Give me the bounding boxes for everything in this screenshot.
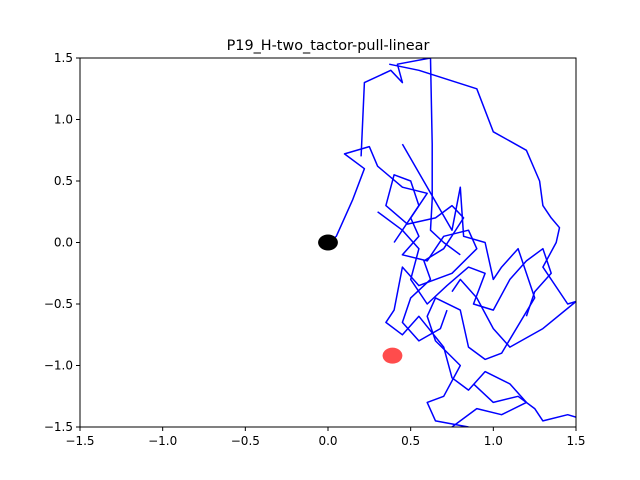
y-tick-label: 1.5: [54, 51, 73, 65]
x-tick-label: 0.0: [318, 434, 337, 448]
x-tick-label: −1.0: [148, 434, 177, 448]
x-tick-label: 1.0: [484, 434, 503, 448]
y-axis: 1.5 1.0 0.5 0.0 −0.5 −1.0 −1.5: [44, 51, 80, 434]
y-tick-label: −1.5: [44, 420, 73, 434]
x-tick-label: 0.5: [401, 434, 420, 448]
y-tick-label: 0.0: [54, 236, 73, 250]
target-marker: [382, 347, 403, 364]
chart-title: P19_H-two_tactor-pull-linear: [227, 38, 430, 54]
trajectory-line-3: [389, 63, 576, 348]
y-tick-label: 0.5: [54, 174, 73, 188]
y-tick-label: −0.5: [44, 297, 73, 311]
trajectory-line-6: [385, 174, 465, 342]
trajectory-line-5: [377, 211, 552, 317]
trajectory-line-4: [401, 143, 536, 427]
trajectory-line-1: [327, 145, 528, 427]
start-marker: [318, 234, 338, 251]
y-tick-label: 1.0: [54, 113, 73, 127]
x-tick-label: 1.5: [566, 434, 585, 448]
x-tick-label: −1.5: [65, 434, 94, 448]
y-tick-label: −1.0: [44, 359, 73, 373]
x-tick-label: −0.5: [231, 434, 260, 448]
trajectory-line-7: [472, 383, 576, 422]
x-axis: −1.5 −1.0 −0.5 0.0 0.5 1.0 1.5: [65, 427, 586, 448]
trajectory-line-2: [360, 58, 461, 256]
plot-area: [318, 58, 576, 427]
